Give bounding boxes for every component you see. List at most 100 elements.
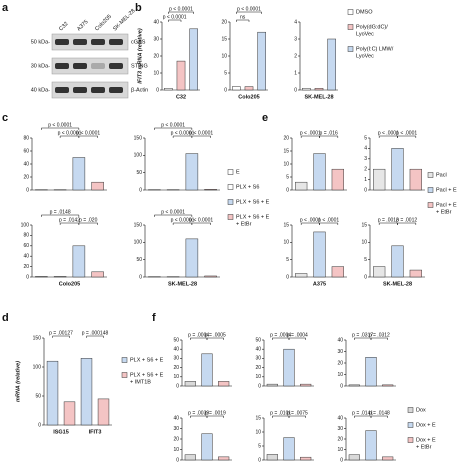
bar <box>218 381 230 387</box>
p-value: p = .00127 <box>49 330 73 336</box>
y-tick-label: 50 <box>136 170 142 176</box>
x-axis-label: Colo205 <box>238 94 259 100</box>
y-tick-label: 10 <box>221 53 227 59</box>
lane-label: SK-MEL-28 <box>112 8 136 32</box>
y-tick-label: 4 <box>294 19 297 25</box>
y-tick-label: 20 <box>255 365 261 371</box>
legend-label: Pacl + E <box>436 187 457 193</box>
legend-label: Dox + E <box>416 422 436 428</box>
legend-swatch <box>347 24 354 30</box>
significance-bracket <box>397 222 417 225</box>
bar <box>72 245 86 278</box>
y-tick-label: 0 <box>258 383 261 389</box>
bar <box>80 358 93 426</box>
y-tick-label: 2 <box>294 53 297 59</box>
p-value: p = .0012 <box>396 217 417 223</box>
bar <box>53 276 67 278</box>
y-tick-label: 20 <box>23 264 29 270</box>
protein-label: STING <box>131 63 148 69</box>
y-tick-label: 100 <box>134 240 143 246</box>
y-tick-label: 40 <box>255 347 261 353</box>
p-value: p = .0013 <box>378 217 399 223</box>
y-tick-label: 20 <box>153 53 159 59</box>
p-value: ns <box>240 14 246 20</box>
y-tick-label: 30 <box>173 356 179 362</box>
band <box>109 63 123 69</box>
y-tick-label: 80 <box>23 233 29 239</box>
y-tick-label: 15 <box>283 222 289 228</box>
p-value: p = .0101 <box>270 410 291 416</box>
significance-bracket <box>41 127 80 130</box>
p-value: p = .0004 <box>188 332 209 338</box>
p-value: p < 0.0001 <box>161 122 185 128</box>
y-tick-label: 5 <box>364 135 367 141</box>
bar <box>184 381 196 387</box>
y-tick-label: 20 <box>221 19 227 25</box>
lane-label: A375 <box>76 19 89 32</box>
y-tick-label: 100 <box>33 364 42 370</box>
significance-bracket <box>206 337 224 340</box>
bar <box>409 269 422 278</box>
bar <box>382 384 394 387</box>
significance-bracket <box>86 335 104 338</box>
band <box>73 87 87 93</box>
y-tick-label: 20 <box>337 436 343 442</box>
legend-label: PLX + S6 <box>236 184 259 190</box>
legend-swatch <box>407 422 414 428</box>
y-tick-label: 0 <box>139 187 142 193</box>
p-value: p = .0005 <box>205 332 226 338</box>
bar <box>91 271 104 278</box>
y-tick-label: 0 <box>176 457 179 463</box>
y-tick-label: 0 <box>286 187 289 193</box>
legend-swatch <box>427 187 434 193</box>
y-tick-label: 10 <box>337 372 343 378</box>
y-tick-label: 4 <box>364 146 367 152</box>
legend-swatch <box>227 169 234 175</box>
y-tick-label: 3 <box>364 156 367 162</box>
y-tick-label: 20 <box>337 360 343 366</box>
y-tick-label: 40 <box>173 347 179 353</box>
legend-label: PLX + S6 + E <box>130 372 164 378</box>
legend-label: + EtBr <box>236 221 252 227</box>
p-value: p < .0001 <box>378 130 399 136</box>
lane-label: Colo205 <box>94 14 113 33</box>
legend-label: LyoVec <box>356 53 374 59</box>
legend-label: Dox <box>416 407 426 413</box>
x-axis-label: IFIT3 <box>89 429 102 435</box>
y-tick-label: 15 <box>283 148 289 154</box>
y-tick-label: 0 <box>26 274 29 280</box>
bar <box>63 401 76 426</box>
y-tick-label: 20 <box>283 135 289 141</box>
legend-swatch <box>121 372 128 378</box>
legend-label: Pacl <box>436 172 447 178</box>
bar <box>365 357 377 387</box>
legend-swatch <box>427 172 434 178</box>
p-value: p < .0001 <box>300 130 321 136</box>
bar <box>185 153 199 191</box>
y-tick-label: 0 <box>340 457 343 463</box>
y-tick-label: 40 <box>173 415 179 421</box>
p-value: p = .016 <box>320 130 338 136</box>
bar <box>35 276 48 278</box>
y-tick-label: 60 <box>23 243 29 249</box>
y-tick-label: 150 <box>134 135 143 141</box>
bar <box>266 454 278 461</box>
p-value: p < 0.0001 <box>189 130 213 136</box>
p-value: p = .0075 <box>287 410 308 416</box>
bar <box>218 456 230 461</box>
legend-swatch <box>121 357 128 363</box>
bar <box>201 353 213 387</box>
bar <box>189 28 198 91</box>
bar <box>257 31 266 91</box>
significance-bracket <box>191 222 211 225</box>
p-value: p = .0004 <box>270 332 291 338</box>
y-tick-label: 40 <box>337 337 343 343</box>
legend-swatch <box>407 407 414 413</box>
y-axis-label: mRNA (relative) <box>15 361 21 402</box>
bar <box>266 383 278 387</box>
bar <box>409 168 422 191</box>
bar <box>97 398 110 426</box>
p-value: p = .0148 <box>50 209 71 215</box>
x-axis-label: ISG15 <box>53 429 69 435</box>
